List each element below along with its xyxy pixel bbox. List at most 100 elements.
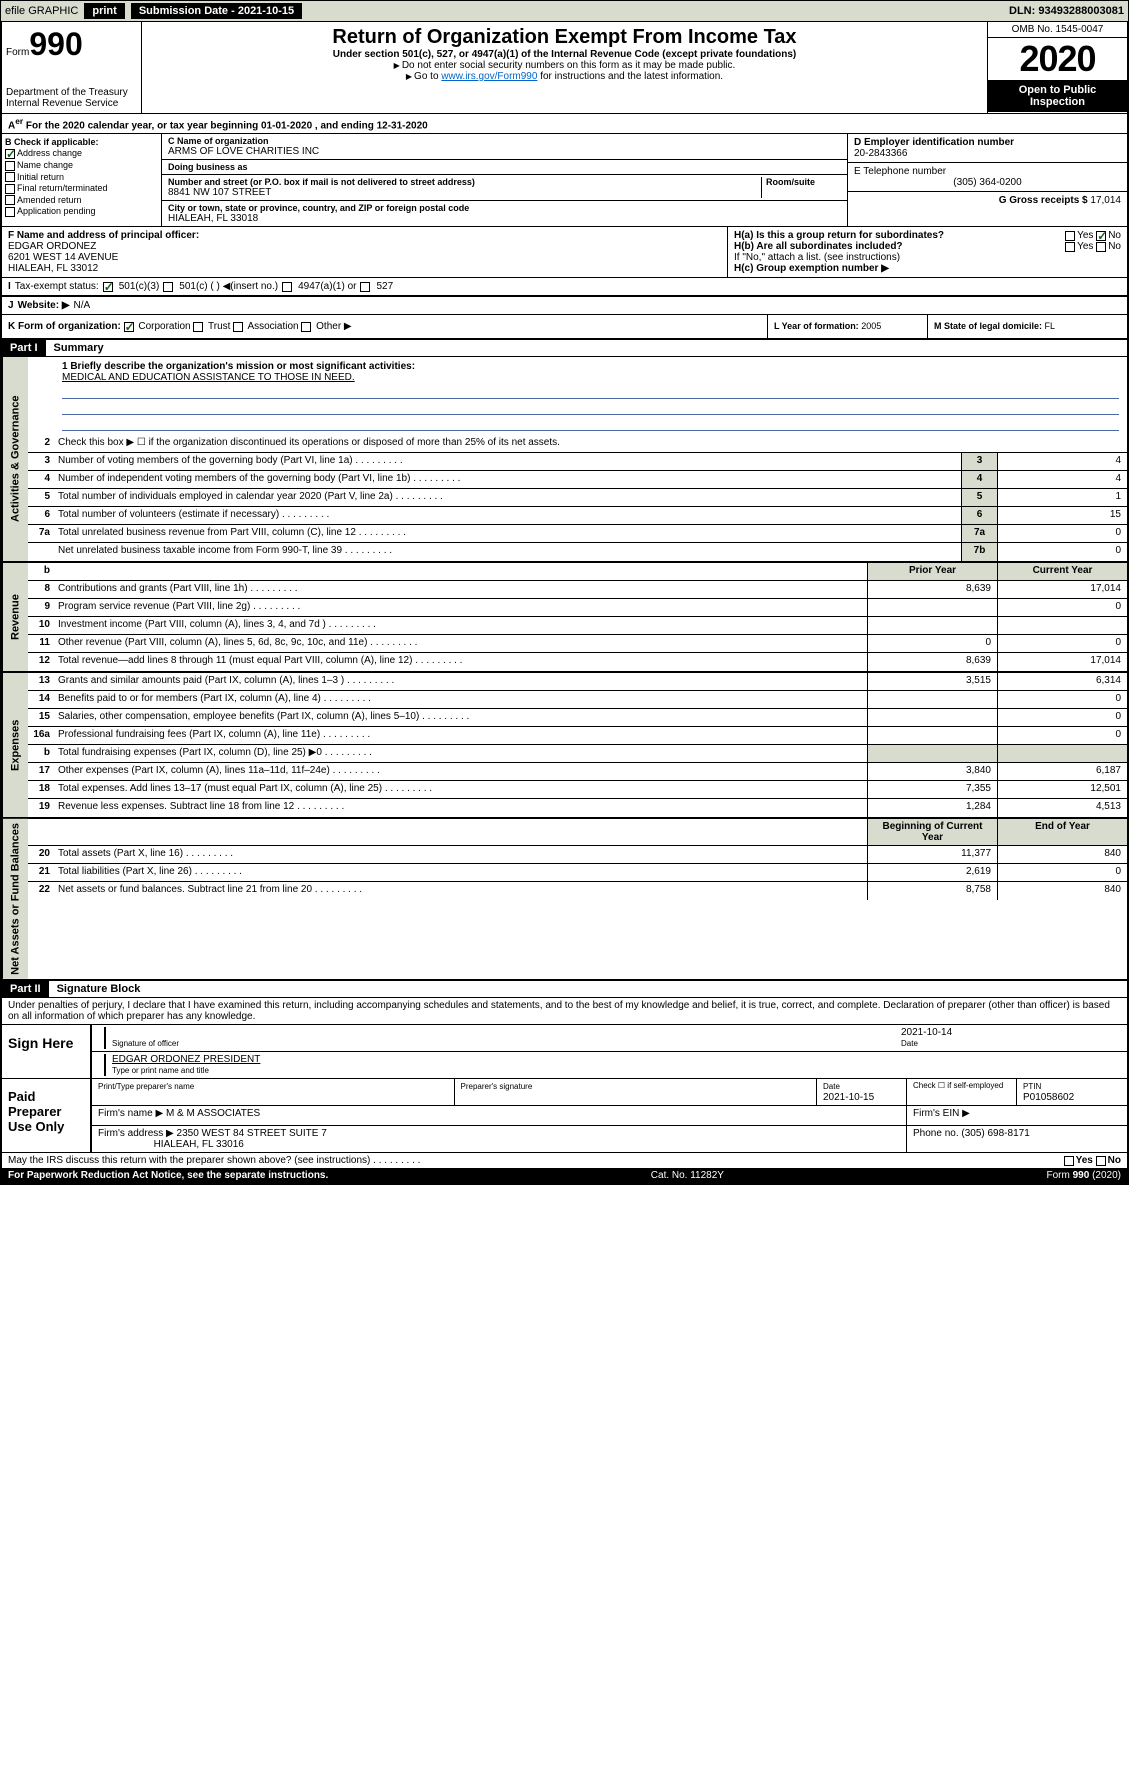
table-row: 17Other expenses (Part IX, column (A), l… (28, 763, 1127, 781)
line-num: 15 (28, 709, 54, 726)
prior-val (867, 727, 997, 744)
yes: Yes (1076, 1155, 1093, 1166)
cb-final[interactable]: Final return/terminated (5, 183, 158, 194)
line-desc: Number of voting members of the governin… (54, 453, 961, 470)
firm-name-lbl: Firm's name ▶ (98, 1108, 163, 1119)
box-num: 7a (961, 525, 997, 542)
line-val: 1 (997, 489, 1127, 506)
sig-line2: EDGAR ORDONEZ PRESIDENTType or print nam… (92, 1052, 1127, 1078)
line-desc: Salaries, other compensation, employee b… (54, 709, 867, 726)
exp-section: Expenses 13Grants and similar amounts pa… (2, 673, 1127, 819)
underline (62, 417, 1119, 431)
net-label: Net Assets or Fund Balances (2, 819, 28, 979)
line-num: 4 (28, 471, 54, 488)
checkbox-icon[interactable] (233, 322, 243, 332)
table-row: 14Benefits paid to or for members (Part … (28, 691, 1127, 709)
checkbox-icon[interactable] (124, 322, 134, 332)
paid-lbl: Paid Preparer Use Only (2, 1079, 92, 1152)
checkbox-icon[interactable] (1065, 231, 1075, 241)
period-c: , and ending (315, 120, 377, 131)
checkbox-icon[interactable] (1064, 1156, 1074, 1166)
table-row: 21Total liabilities (Part X, line 26)2,6… (28, 864, 1127, 882)
street-lbl: Number and street (or P.O. box if mail i… (168, 177, 761, 187)
prior-val: 3,515 (867, 673, 997, 690)
row-i: I Tax-exempt status: 501(c)(3) 501(c) ( … (2, 278, 1127, 297)
cb-amended[interactable]: Amended return (5, 195, 158, 206)
table-row: bTotal fundraising expenses (Part IX, co… (28, 745, 1127, 763)
prior-val (867, 745, 997, 762)
cb-label: Application pending (17, 206, 96, 216)
city-lbl: City or town, state or province, country… (168, 203, 841, 213)
dept-treasury: Department of the Treasury Internal Reve… (6, 87, 137, 109)
tel-lbl: E Telephone number (854, 166, 1121, 177)
yes: Yes (1077, 230, 1093, 241)
box-num: 6 (961, 507, 997, 524)
cat-no: Cat. No. 11282Y (651, 1170, 724, 1181)
irs-link[interactable]: www.irs.gov/Form990 (441, 71, 537, 82)
checkbox-icon[interactable] (1096, 1156, 1106, 1166)
k-lbl: K Form of organization: (8, 321, 121, 332)
org-name-lbl: C Name of organization (168, 136, 841, 146)
cb-pending[interactable]: Application pending (5, 206, 158, 217)
gross: 17,014 (1090, 195, 1121, 206)
checkbox-icon[interactable] (163, 282, 173, 292)
form-subtitle: Under section 501(c), 527, or 4947(a)(1)… (150, 49, 979, 60)
org-name-cell: C Name of organization ARMS OF LOVE CHAR… (162, 134, 847, 160)
line-val: 0 (997, 525, 1127, 542)
firm-ein-lbl: Firm's EIN ▶ (907, 1106, 1127, 1125)
period-begin: 01-01-2020 (261, 120, 312, 131)
cb-label: Address change (17, 148, 82, 158)
current-val: 0 (997, 691, 1127, 708)
checkbox-icon[interactable] (1096, 231, 1106, 241)
box-h: H(a) Is this a group return for subordin… (727, 227, 1127, 277)
cb-initial[interactable]: Initial return (5, 172, 158, 183)
line-num: 7a (28, 525, 54, 542)
l-val: 2005 (861, 321, 881, 331)
checkbox-icon[interactable] (103, 282, 113, 292)
current-val: 17,014 (997, 653, 1127, 671)
line-desc: Net assets or fund balances. Subtract li… (54, 882, 867, 900)
topbar: efile GRAPHIC print Submission Date - 20… (0, 0, 1129, 22)
website: N/A (74, 300, 91, 311)
current-val: 0 (997, 599, 1127, 616)
line-num: 9 (28, 599, 54, 616)
note-goto: Go to (406, 71, 441, 82)
line1: 1 Briefly describe the organization's mi… (28, 357, 1127, 435)
dba-cell: Doing business as (162, 160, 847, 175)
4947: 4947(a)(1) or (298, 281, 356, 292)
header-right: OMB No. 1545-0047 2020 Open to Public In… (987, 22, 1127, 113)
box-num: 7b (961, 543, 997, 561)
line-desc: Total number of volunteers (estimate if … (54, 507, 961, 524)
sig-line1: Signature of officer 2021-10-14Date (92, 1025, 1127, 1052)
no: No (1108, 230, 1121, 241)
cb-address[interactable]: Address change (5, 148, 158, 159)
line-num: 6 (28, 507, 54, 524)
tax-year: 2020 (988, 38, 1127, 80)
current-val (997, 617, 1127, 634)
checkbox-icon[interactable] (1096, 242, 1106, 252)
checkbox-icon[interactable] (282, 282, 292, 292)
prior-val (867, 617, 997, 634)
line-desc: Revenue less expenses. Subtract line 18 … (54, 799, 867, 817)
checkbox-icon[interactable] (193, 322, 203, 332)
cb-name[interactable]: Name change (5, 160, 158, 171)
line-desc: Other expenses (Part IX, column (A), lin… (54, 763, 867, 780)
dba-lbl: Doing business as (168, 162, 841, 172)
checkbox-icon[interactable] (360, 282, 370, 292)
print-button[interactable]: print (84, 3, 124, 19)
gross-cell: G Gross receipts $ 17,014 (848, 192, 1127, 209)
cb-label: Final return/terminated (17, 183, 108, 193)
table-row: 5Total number of individuals employed in… (28, 489, 1127, 507)
website-lbl: Website: ▶ (18, 300, 70, 311)
checkbox-icon[interactable] (1065, 242, 1075, 252)
gov-label: Activities & Governance (2, 357, 28, 561)
form-number: Form990 (6, 26, 137, 63)
submission-date: Submission Date - 2021-10-15 (131, 3, 302, 19)
checkbox-icon[interactable] (301, 322, 311, 332)
ha-lbl: H(a) Is this a group return for subordin… (734, 230, 944, 241)
efile-label: efile GRAPHIC (5, 5, 78, 17)
ha: H(a) Is this a group return for subordin… (734, 230, 1121, 241)
header: Form990 Department of the Treasury Inter… (2, 22, 1127, 114)
box-c: C Name of organization ARMS OF LOVE CHAR… (162, 134, 847, 226)
phone-lbl: Phone no. (913, 1128, 961, 1139)
